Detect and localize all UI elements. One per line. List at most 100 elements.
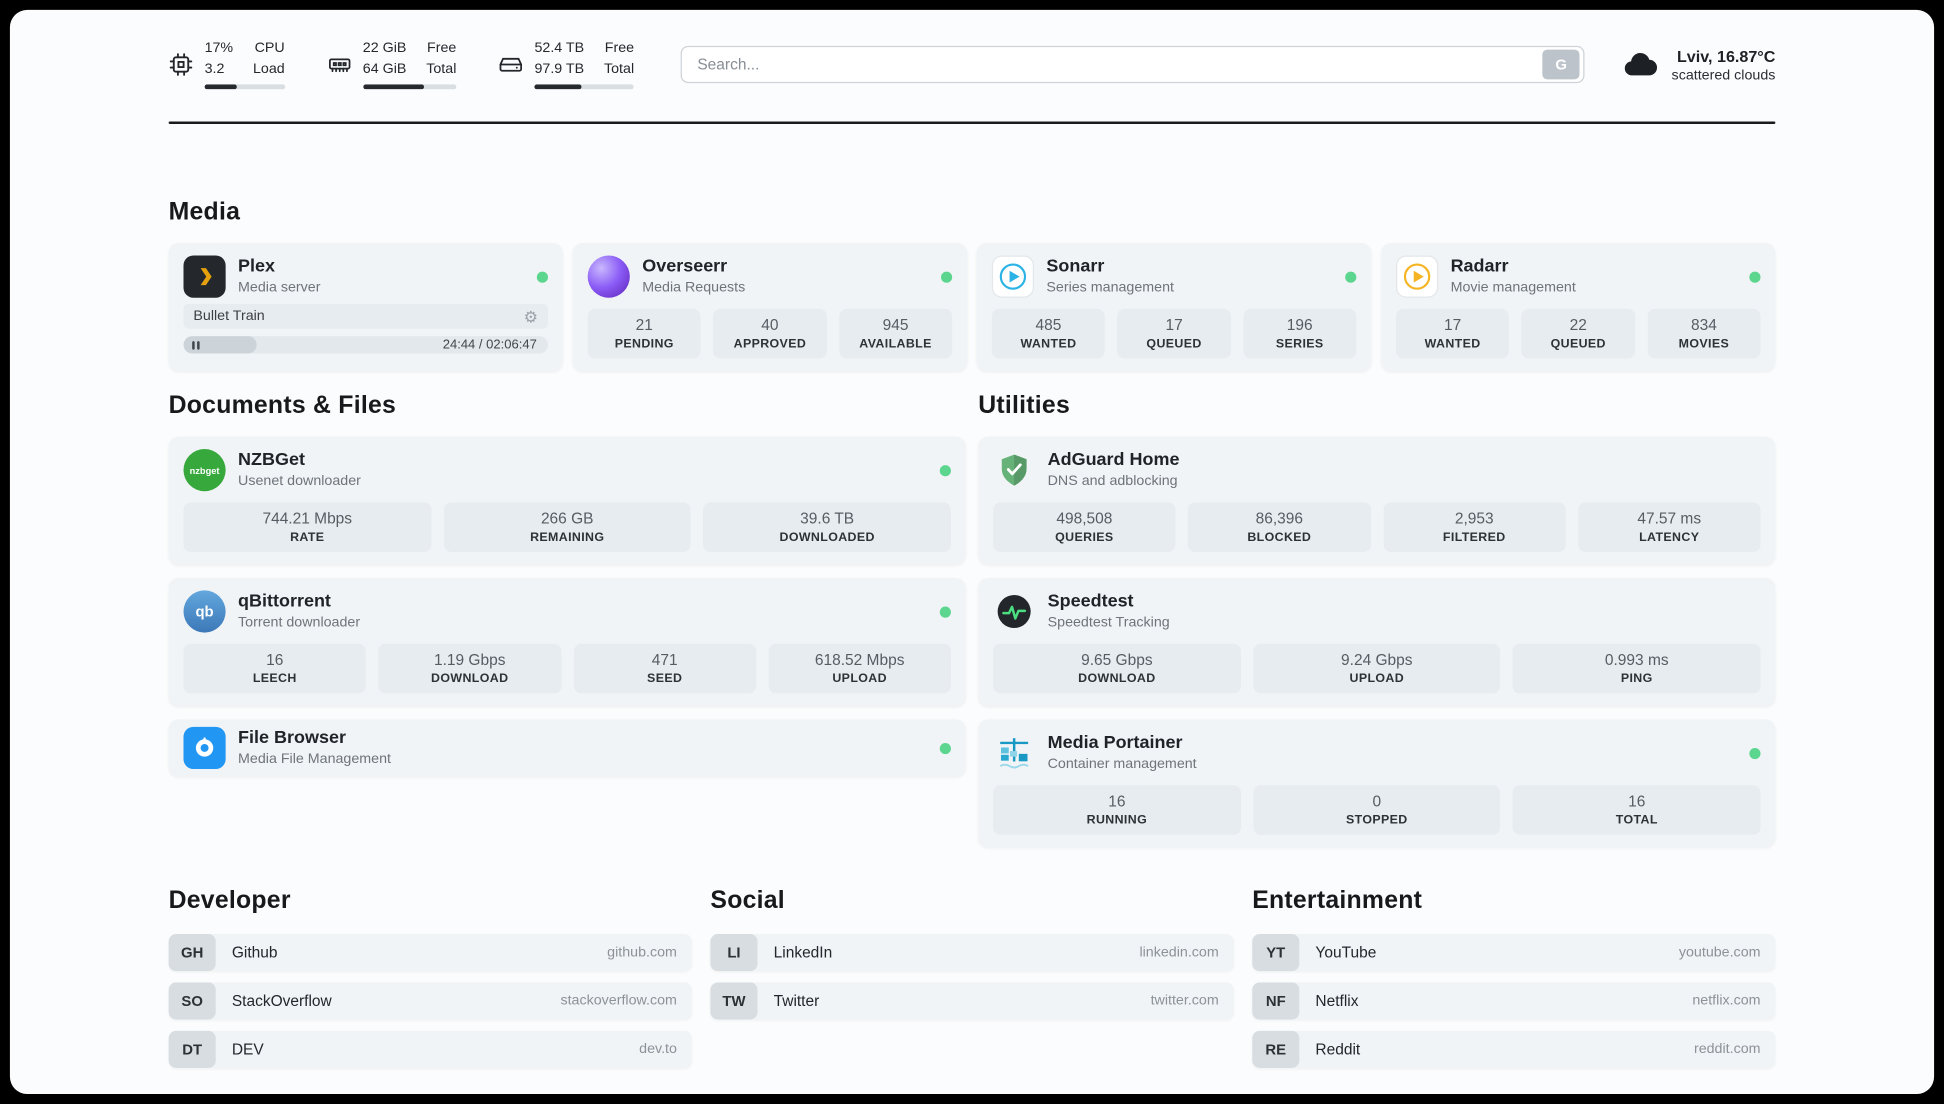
memory-icon (327, 52, 352, 77)
developer-section-title: Developer (168, 886, 291, 915)
stat-box: 9.65 Gbps DOWNLOAD (993, 643, 1241, 694)
entertainment-link-rows: YT YouTube youtube.com NF Netflix netfli… (1252, 934, 1776, 1068)
stat-label: TOTAL (1615, 813, 1658, 828)
link-reddit[interactable]: RE Reddit reddit.com (1252, 1030, 1776, 1068)
memory-metric-body: 22 GiB 64 GiB Free Total (362, 40, 457, 90)
sonarr-titles: Sonarr Series management (1046, 257, 1174, 295)
disk-total-value: 97.9 TB (534, 61, 585, 77)
stat-value: 47.57 ms (1637, 509, 1702, 528)
link-youtube[interactable]: YT YouTube youtube.com (1252, 934, 1776, 972)
link-netflix[interactable]: NF Netflix netflix.com (1252, 982, 1776, 1020)
stat-box: 22 QUEUED (1521, 308, 1635, 359)
search-input[interactable] (682, 55, 1543, 74)
stat-label: DOWNLOADED (779, 530, 875, 545)
stat-label: RUNNING (1086, 813, 1148, 828)
memory-free-value: 22 GiB (362, 41, 407, 56)
status-dot (1345, 271, 1357, 283)
link-name: Twitter (773, 992, 820, 1010)
link-name: DEV (231, 1040, 264, 1059)
stat-box: 17 WANTED (1396, 308, 1510, 359)
plex-card[interactable]: Plex Media server Bullet Train ⚙ 24:44 /… (168, 243, 563, 371)
gear-icon[interactable]: ⚙ (523, 306, 539, 326)
qbittorrent-titles: qBittorrent Torrent downloader (238, 592, 361, 631)
stat-value: 266 GB (540, 509, 594, 528)
link-name: YouTube (1315, 943, 1377, 962)
app-subtitle: Torrent downloader (238, 615, 361, 631)
link-twitter[interactable]: TW Twitter twitter.com (710, 982, 1234, 1020)
developer-link-rows: GH Github github.com SO StackOverflow st… (168, 934, 692, 1068)
overseerr-stats: 21 PENDING 40 APPROVED 945 AVAILABLE (587, 308, 953, 359)
sonarr-header: Sonarr Series management (991, 255, 1357, 298)
stat-box: 21 PENDING (587, 308, 701, 359)
nzbget-header: nzbget NZBGet Usenet downloader (183, 449, 951, 492)
status-dot (941, 271, 953, 283)
overseerr-icon (587, 255, 630, 298)
speedtest-card[interactable]: Speedtest Speedtest Tracking 9.65 Gbps DO… (978, 578, 1776, 706)
stat-box: 17 QUEUED (1117, 308, 1231, 359)
link-dev[interactable]: DT DEV dev.to (168, 1030, 692, 1068)
entertainment-section-title: Entertainment (1252, 886, 1423, 915)
disk-metric-text: 52.4 TB 97.9 TB Free Total (534, 40, 634, 78)
plex-titles: Plex Media server (238, 256, 320, 295)
link-linkedin[interactable]: LI LinkedIn linkedin.com (710, 934, 1234, 972)
portainer-card[interactable]: Media Portainer Container management 16 R… (978, 719, 1776, 848)
search-bar[interactable]: G (681, 45, 1585, 84)
search-engine-button[interactable]: G (1542, 49, 1580, 80)
stat-value: 17 (1165, 316, 1183, 334)
weather-condition: scattered clouds (1671, 67, 1776, 83)
utilities-section-title: Utilities (978, 391, 1071, 420)
memory-metric-text: 22 GiB 64 GiB Free Total (363, 40, 457, 78)
app-subtitle: Speedtest Tracking (1047, 615, 1170, 631)
portainer-header: Media Portainer Container management (993, 732, 1761, 774)
system-metrics: 17% 3.2 CPU Load (169, 40, 635, 90)
cloud-icon (1622, 46, 1659, 83)
now-playing-row: Bullet Train ⚙ (183, 303, 548, 329)
entertainment-links-section: Entertainment YT YouTube youtube.com NF … (1252, 886, 1776, 1068)
link-name: LinkedIn (773, 943, 833, 962)
topbar: 17% 3.2 CPU Load (169, 37, 1776, 92)
app-subtitle: Media Requests (642, 280, 746, 296)
stat-label: LATENCY (1639, 530, 1700, 545)
adguard-card[interactable]: AdGuard Home DNS and adblocking 498,508 Q… (978, 436, 1776, 565)
radarr-stats: 17 WANTED 22 QUEUED 834 MOVIES (1396, 308, 1761, 359)
link-name: StackOverflow (231, 992, 332, 1010)
stat-value: 744.21 Mbps (262, 509, 353, 528)
filebrowser-card[interactable]: File Browser Media File Management (168, 719, 966, 777)
stat-label: FILTERED (1442, 530, 1506, 545)
radarr-icon (1396, 255, 1439, 298)
link-url: youtube.com (1678, 945, 1761, 961)
playback-time: 24:44 / 02:06:47 (442, 337, 537, 353)
pause-icon[interactable] (197, 340, 200, 350)
qbittorrent-card[interactable]: qb qBittorrent Torrent downloader 16 LEEC… (168, 578, 966, 706)
dev-abbr-badge: DT (168, 1030, 216, 1068)
cpu-labels: CPU Load (253, 40, 285, 78)
link-stackoverflow[interactable]: SO StackOverflow stackoverflow.com (168, 982, 692, 1020)
speedtest-header: Speedtest Speedtest Tracking (993, 590, 1760, 632)
stat-box: 485 WANTED (991, 308, 1106, 359)
stat-value: 9.65 Gbps (1081, 651, 1153, 669)
link-url: linkedin.com (1139, 945, 1219, 961)
stat-box: 16 TOTAL (1512, 785, 1761, 835)
nzbget-card[interactable]: nzbget NZBGet Usenet downloader 744.21 M… (168, 436, 966, 565)
link-url: netflix.com (1692, 993, 1761, 1009)
sonarr-card[interactable]: Sonarr Series management 485 WANTED 17 QUE… (976, 243, 1372, 371)
disk-progress-fill (534, 84, 582, 90)
stat-label: QUERIES (1055, 530, 1114, 545)
radarr-card[interactable]: Radarr Movie management 17 WANTED 22 QUEUE… (1381, 243, 1776, 371)
link-url: dev.to (639, 1041, 677, 1057)
app-name: Plex (238, 256, 276, 277)
app-name: NZBGet (238, 450, 305, 471)
overseerr-card[interactable]: Overseerr Media Requests 21 PENDING 40 APP… (572, 243, 968, 371)
portainer-stats: 16 RUNNING 0 STOPPED 16 TOTAL (993, 785, 1761, 835)
memory-label-top: Free (427, 41, 457, 56)
link-github[interactable]: GH Github github.com (168, 934, 692, 972)
stat-box: 266 GB REMAINING (443, 502, 691, 552)
pause-icon[interactable] (192, 340, 195, 350)
stat-box: 16 LEECH (183, 643, 367, 694)
stat-value: 16 (266, 651, 284, 669)
status-dot (939, 742, 951, 754)
social-links-section: Social LI LinkedIn linkedin.com TW Twitt… (710, 887, 1234, 1020)
cpu-label-top: CPU (254, 41, 285, 56)
app-name: Overseerr (642, 256, 728, 277)
